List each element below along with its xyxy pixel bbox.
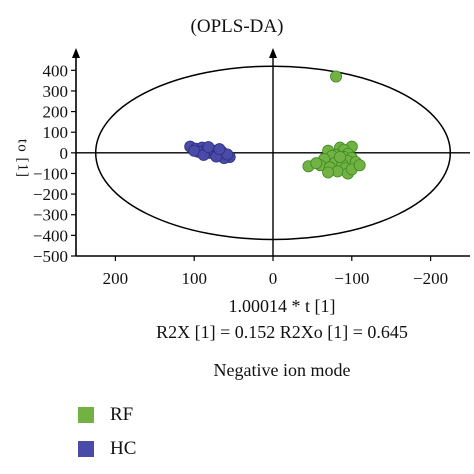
y-tick-label: 400 xyxy=(43,61,69,80)
zero-line-arrow xyxy=(269,48,277,58)
legend-label-rf: RF xyxy=(110,404,134,425)
confidence-ellipse-layer xyxy=(94,65,452,241)
y-tick-label: −300 xyxy=(33,206,68,225)
x-axis-label: 1.00014 * t [1] xyxy=(228,296,336,316)
y-tick-label: 100 xyxy=(43,123,69,142)
data-point-rf xyxy=(322,166,335,179)
y-tick-label: −500 xyxy=(33,247,68,266)
x-tick-label: −200 xyxy=(413,269,448,288)
y-tick-label: −200 xyxy=(33,185,68,204)
y-tick-label: −100 xyxy=(33,164,68,183)
ion-mode-label: Negative ion mode xyxy=(213,360,351,380)
data-point-rf xyxy=(310,157,323,170)
y-tick-label: 0 xyxy=(60,144,69,163)
r2x-stats: R2X [1] = 0.152 R2Xo [1] = 0.645 xyxy=(156,322,408,342)
legend-swatch-hc xyxy=(78,441,94,457)
data-point-hc xyxy=(202,141,215,154)
data-point-rf xyxy=(353,159,366,172)
x-tick-label: 200 xyxy=(103,269,129,288)
data-point-rf xyxy=(333,150,346,163)
legend-item-hc: HC xyxy=(78,432,136,466)
chart-title: (OPLS-DA) xyxy=(190,16,284,37)
plot-axes xyxy=(71,48,470,261)
y-tick-label: 200 xyxy=(43,103,69,122)
y-tick-label: −400 xyxy=(33,226,68,245)
data-points xyxy=(184,70,366,180)
data-point-hc xyxy=(213,143,226,156)
legend: RF HC xyxy=(78,398,136,466)
x-tick-label: −100 xyxy=(334,269,369,288)
y-axis-label: to [1] xyxy=(14,139,31,178)
y-tick-label: 300 xyxy=(43,82,69,101)
y-axis-arrow xyxy=(72,48,80,58)
x-tick-label: 100 xyxy=(181,269,207,288)
confidence-ellipse xyxy=(94,65,452,241)
x-tick-label: 0 xyxy=(269,269,278,288)
data-point-rf xyxy=(330,70,343,83)
legend-swatch-rf xyxy=(78,407,94,423)
legend-label-hc: HC xyxy=(110,438,137,459)
legend-item-rf: RF xyxy=(78,398,136,432)
